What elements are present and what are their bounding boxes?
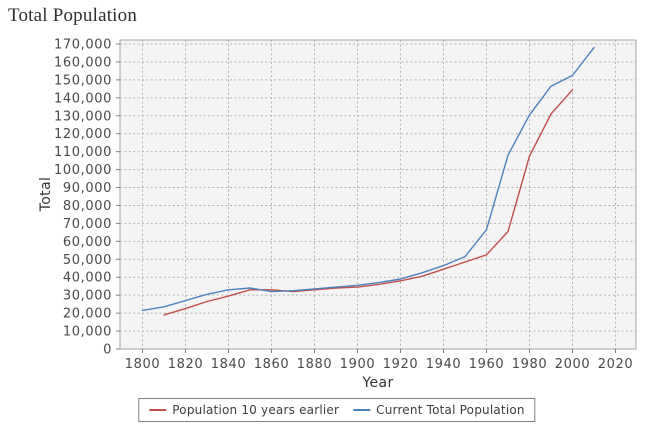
y-tick-label: 30,000 — [63, 289, 112, 304]
chart-title: Total Population — [8, 5, 138, 26]
y-tick-label: 80,000 — [63, 199, 112, 214]
y-axis-title: Total — [38, 176, 54, 212]
legend-label: Current Total Population — [376, 403, 525, 417]
x-tick-label: 1920 — [383, 357, 418, 372]
y-tick-label: 70,000 — [63, 217, 112, 232]
legend-line-swatch — [149, 409, 167, 411]
y-tick-label: 110,000 — [54, 145, 112, 160]
x-tick-label: 1940 — [426, 357, 461, 372]
y-tick-label: 10,000 — [63, 325, 112, 340]
x-tick-label: 1980 — [512, 357, 547, 372]
plot-background — [120, 40, 636, 349]
y-tick-label: 40,000 — [63, 271, 112, 286]
y-tick-label: 120,000 — [54, 127, 112, 142]
y-tick-label: 90,000 — [63, 181, 112, 196]
y-tick-label: 60,000 — [63, 235, 112, 250]
y-tick-label: 0 — [103, 343, 112, 358]
y-tick-label: 50,000 — [63, 253, 112, 268]
series-line-population-10-years-earlier — [163, 89, 574, 316]
y-tick-label: 150,000 — [54, 73, 112, 88]
x-tick-label: 1880 — [297, 357, 332, 372]
legend-line-swatch — [353, 409, 371, 411]
legend-label: Population 10 years earlier — [172, 403, 340, 417]
plot-frame — [119, 39, 637, 350]
legend-item: Population 10 years earlier — [149, 403, 339, 417]
x-tick-label: 1900 — [340, 357, 375, 372]
x-tick-label: 1960 — [469, 357, 504, 372]
series-line-current-total-population — [141, 46, 595, 312]
x-tick-label: 1860 — [254, 357, 289, 372]
x-tick-label: 2020 — [598, 357, 633, 372]
y-tick-label: 170,000 — [54, 38, 112, 53]
y-tick-label: 100,000 — [54, 163, 112, 178]
legend-item: Current Total Population — [353, 403, 525, 417]
y-tick-label: 160,000 — [54, 55, 112, 70]
y-tick-label: 130,000 — [54, 109, 112, 124]
y-tick-label: 140,000 — [54, 91, 112, 106]
legend: Population 10 years earlier Current Total… — [138, 398, 536, 422]
x-tick-label: 2000 — [555, 357, 590, 372]
x-tick-label: 1800 — [125, 357, 160, 372]
y-tick-label: 20,000 — [63, 307, 112, 322]
x-tick-label: 1820 — [168, 357, 203, 372]
x-axis-title: Year — [362, 375, 394, 391]
x-tick-label: 1840 — [211, 357, 246, 372]
